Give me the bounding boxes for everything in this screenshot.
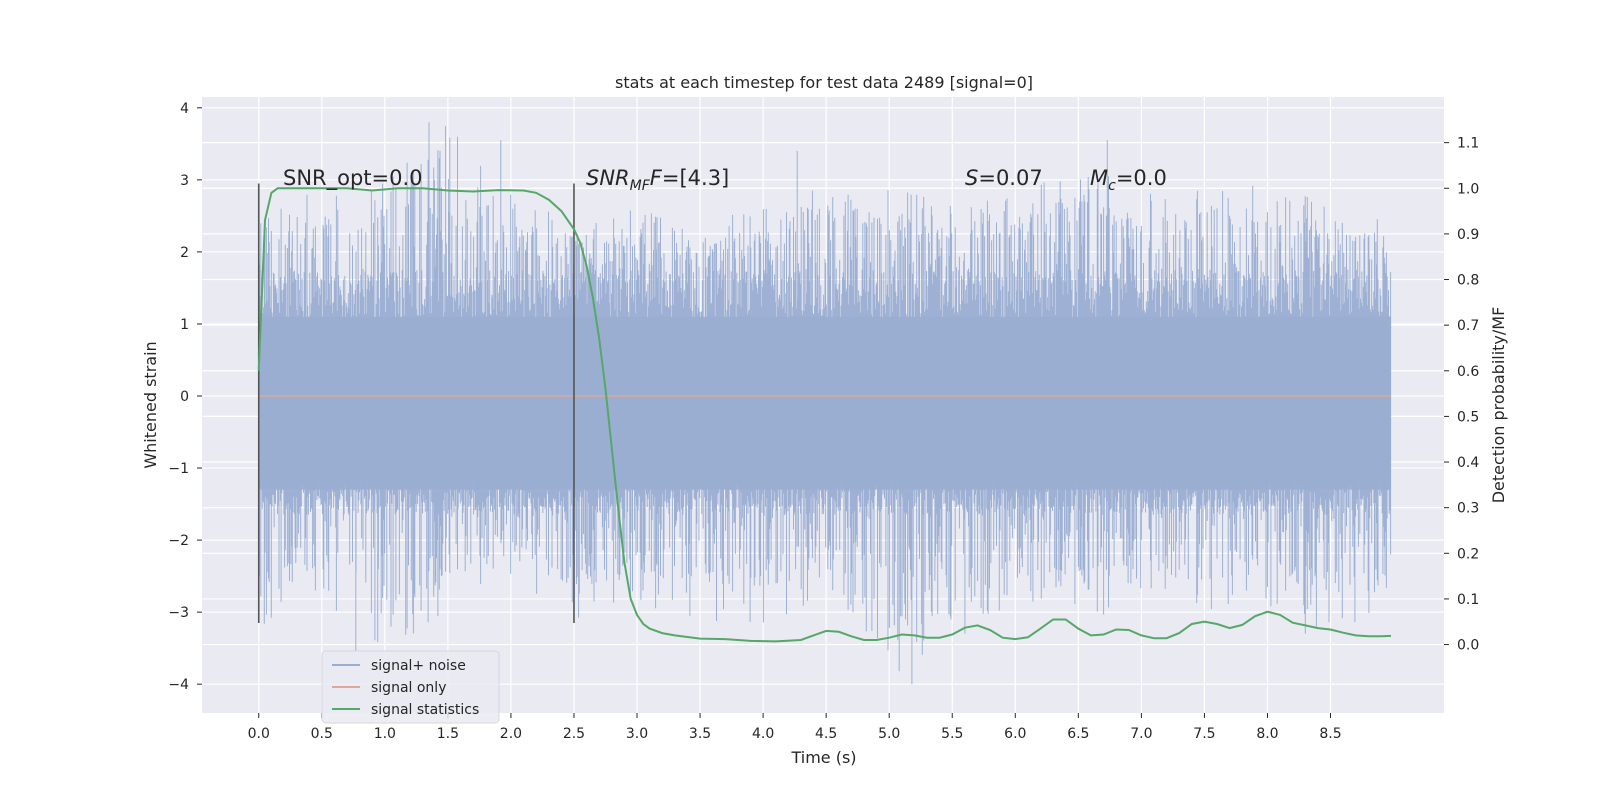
legend-label-statistics: signal statistics [371,702,479,718]
y-axis-label: Whitened strain [141,341,160,468]
y2-tick-label: 0.3 [1457,501,1479,517]
signal-statistics-line [257,187,1392,643]
chart-title: stats at each timestep for test data 248… [615,73,1033,92]
x-tick-label: 3.0 [626,726,648,742]
x-tick-label: 5.0 [878,726,900,742]
x-tick-label: 7.5 [1193,726,1215,742]
y-tick-label: −2 [168,533,189,549]
y-tick-label: 2 [180,245,189,261]
y2-tick-label: 0.8 [1457,273,1479,289]
x-tick-label: 4.5 [815,726,837,742]
y2-tick-label: 1.0 [1457,181,1479,197]
x-tick-label: 4.0 [752,726,774,742]
y-tick-label: 1 [180,317,189,333]
annotation-mc-sub: c [1108,178,1116,194]
annotation-snr-mf-f: F [650,166,663,190]
x-tick-label: 6.5 [1067,726,1089,742]
annotation-snr-opt: SNR_opt=0.0 [283,166,423,191]
x-tick-label: 8.5 [1319,726,1341,742]
time-markers [257,183,575,623]
y2-tick-label: 0.2 [1457,546,1479,562]
y-tick-label: 3 [180,173,189,189]
noise-series [258,122,1392,685]
annotation-mc-value: =0.0 [1116,166,1167,190]
annotation-s-value: =0.07 [978,166,1042,190]
annotation-snr-mf-value: =[4.3] [662,166,729,190]
x-tick-label: 2.0 [500,726,522,742]
annotation-mc-sym: M [1090,166,1108,190]
y2-tick-label: 0.7 [1457,318,1479,334]
y-tick-label: −4 [168,677,189,693]
x-tick-label: 8.0 [1256,726,1278,742]
x-tick-label: 1.5 [437,726,459,742]
y2-tick-label: 0.0 [1457,638,1479,654]
annotation-snr-mf-sub: MF [630,178,651,194]
y-tick-label: −3 [168,605,189,621]
x-tick-label: 3.5 [689,726,711,742]
x-tick-label: 6.0 [1004,726,1026,742]
annotation-s: S=0.07 [965,166,1043,190]
x-tick-label: 1.0 [374,726,396,742]
y-tick-label: −1 [168,461,189,477]
x-tick-label: 5.5 [941,726,963,742]
annotation-s-sym: S [965,166,978,190]
y2-axis-label: Detection probability/MF [1489,307,1508,504]
annotation-snr-mf: SNRMFF=[4.3] [586,166,729,194]
x-tick-label: 7.0 [1130,726,1152,742]
legend-label-noise: signal+ noise [371,658,466,674]
legend: signal+ noise signal only signal statist… [321,650,500,724]
x-tick-label: 2.5 [563,726,585,742]
y2-tick-label: 1.1 [1457,136,1479,152]
annotations: SNR_opt=0.0 SNRMFF=[4.3] S=0.07 Mc=0.0 [283,166,1167,194]
y-tick-label: 4 [180,101,189,117]
x-tick-label: 0.5 [311,726,333,742]
x-tick-label: 0.0 [248,726,270,742]
annotation-snr-mf-base: SNR [586,166,630,190]
x-axis-label: Time (s) [790,748,856,767]
y2-tick-label: 0.9 [1457,227,1479,243]
y2-tick-label: 0.5 [1457,409,1479,425]
y2-tick-label: 0.6 [1457,364,1479,380]
tick-labels: 0.0 0.5 1.0 1.5 2.0 2.5 3.0 3.5 4.0 4.5 5.0 5.5 6.0 6… [168,101,1479,742]
y2-tick-label: 0.4 [1457,455,1479,471]
y-tick-label: 0 [180,389,189,405]
annotation-mc: Mc=0.0 [1090,166,1167,194]
legend-box [321,650,500,724]
legend-label-signal-only: signal only [371,680,446,696]
y2-tick-label: 0.1 [1457,592,1479,608]
